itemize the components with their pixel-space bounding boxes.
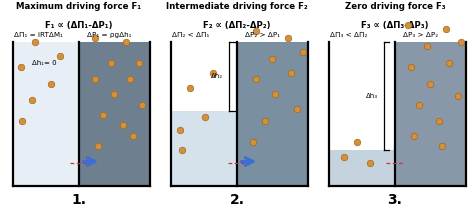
Point [442, 28, 449, 31]
Point [268, 57, 275, 60]
Text: ΔP₃ > ΔP₂: ΔP₃ > ΔP₂ [403, 32, 438, 38]
Point [123, 40, 130, 43]
Point [129, 134, 137, 138]
Point [457, 40, 465, 43]
Point [210, 71, 217, 75]
Point [252, 78, 260, 81]
Point [110, 92, 118, 96]
Point [438, 145, 446, 148]
Point [178, 149, 185, 152]
Text: ΔP₂ > ΔP₁: ΔP₂ > ΔP₁ [245, 32, 280, 38]
Point [455, 94, 462, 98]
Point [287, 71, 294, 75]
Point [415, 103, 422, 106]
Point [99, 113, 107, 117]
Bar [79, 42, 150, 186]
Text: ΔΠ₂ < ΔΠ₁: ΔΠ₂ < ΔΠ₁ [172, 32, 210, 38]
Text: Δh₃: Δh₃ [365, 93, 378, 99]
Text: ΔΠ₃ < ΔΠ₂: ΔΠ₃ < ΔΠ₂ [330, 32, 368, 38]
Text: ΔP₁ = ρgΔh₁: ΔP₁ = ρgΔh₁ [87, 32, 131, 38]
Bar [328, 150, 395, 186]
Point [284, 36, 292, 39]
Point [300, 51, 307, 54]
Bar [395, 42, 466, 186]
Point [445, 61, 453, 64]
Text: ΔΠ₁ = iRTΔM₁: ΔΠ₁ = iRTΔM₁ [14, 32, 63, 38]
Text: Δh₁= 0: Δh₁= 0 [32, 60, 56, 66]
Point [262, 120, 269, 123]
Text: 1.: 1. [72, 193, 86, 207]
Point [94, 145, 102, 148]
Point [436, 120, 443, 123]
Point [293, 107, 301, 110]
Text: Maximum driving force F₁: Maximum driving force F₁ [17, 2, 142, 11]
Point [341, 155, 348, 158]
Point [249, 140, 256, 144]
Point [423, 44, 430, 48]
Point [135, 61, 143, 64]
Point [119, 124, 127, 127]
Text: F₂ ∝ (ΔΠ₂-ΔP₂): F₂ ∝ (ΔΠ₂-ΔP₂) [203, 21, 271, 30]
Text: 2.: 2. [229, 193, 245, 207]
Text: Intermediate driving force F₂: Intermediate driving force F₂ [166, 2, 308, 11]
Bar [13, 42, 79, 186]
Point [126, 78, 133, 81]
Point [176, 128, 184, 131]
Point [56, 55, 64, 58]
Point [426, 82, 434, 85]
Point [47, 82, 55, 85]
Bar [237, 42, 308, 186]
Point [18, 120, 26, 123]
Point [407, 65, 415, 69]
Point [138, 103, 146, 106]
Point [252, 30, 260, 33]
Text: F₃ ∝ (ΔΠ₃-ΔP₃): F₃ ∝ (ΔΠ₃-ΔP₃) [361, 21, 429, 30]
Point [91, 36, 99, 39]
Bar [171, 111, 237, 186]
Text: Zero driving force F₃: Zero driving force F₃ [345, 2, 445, 11]
Point [107, 61, 114, 64]
Point [353, 140, 361, 144]
Point [28, 99, 36, 102]
Point [186, 86, 193, 89]
Text: Δh₂: Δh₂ [210, 73, 223, 79]
Point [17, 65, 24, 69]
Text: 3.: 3. [388, 193, 402, 207]
Point [31, 40, 38, 43]
Point [201, 115, 209, 119]
Point [91, 78, 99, 81]
Point [366, 161, 374, 165]
Text: F₁ ∝ (ΔΠ₁-ΔP₁): F₁ ∝ (ΔΠ₁-ΔP₁) [45, 21, 113, 30]
Point [410, 134, 418, 138]
Point [271, 92, 279, 96]
Point [404, 23, 411, 27]
